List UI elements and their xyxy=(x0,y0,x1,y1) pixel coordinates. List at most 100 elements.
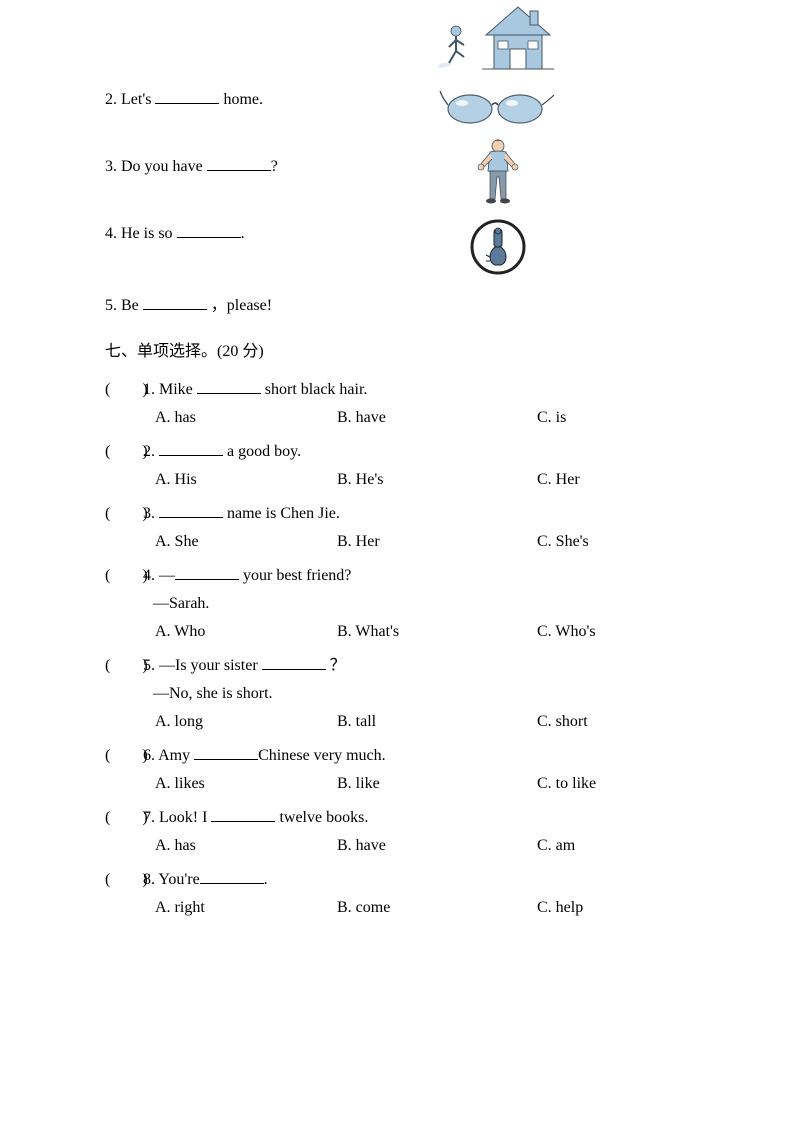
mc-options: A. likesB. likeC. to like xyxy=(105,775,688,793)
stem-prefix: Look! I xyxy=(159,809,211,826)
blank[interactable] xyxy=(194,746,258,760)
option-b[interactable]: B. What's xyxy=(337,623,537,641)
mc-question-1: ( )1. Mike short black hair. xyxy=(105,375,688,399)
option-a[interactable]: A. has xyxy=(155,409,337,427)
answer-paren[interactable]: ( ) xyxy=(105,561,143,585)
question-number: 6. xyxy=(143,747,158,764)
question-number: 7. xyxy=(143,809,159,826)
fill-question-5: 5. Be ，please! xyxy=(105,291,688,315)
answer-paren[interactable]: ( ) xyxy=(105,741,143,765)
stem-suffix: Chinese very much. xyxy=(258,747,386,764)
mc-question-2: ( )2. a good boy. xyxy=(105,437,688,461)
blank[interactable] xyxy=(262,656,326,670)
blank[interactable] xyxy=(159,504,223,518)
dialogue-response: —Sarah. xyxy=(105,595,688,613)
option-b[interactable]: B. Her xyxy=(337,533,537,551)
mc-options: A. WhoB. What'sC. Who's xyxy=(105,623,688,641)
mc-item-6: ( )6. Amy Chinese very much. A. likesB. l… xyxy=(105,741,688,793)
q5-suffix: ，please! xyxy=(207,297,272,314)
mc-question-8: ( )8. You're. xyxy=(105,865,688,889)
option-a[interactable]: A. has xyxy=(155,837,337,855)
blank[interactable] xyxy=(175,566,239,580)
stem-suffix: twelve books. xyxy=(275,809,368,826)
answer-paren[interactable]: ( ) xyxy=(105,651,143,675)
stem-suffix: name is Chen Jie. xyxy=(223,505,340,522)
q4-suffix: . xyxy=(241,225,245,242)
option-c[interactable]: C. am xyxy=(537,837,575,855)
option-c[interactable]: C. is xyxy=(537,409,566,427)
q3-suffix: ? xyxy=(271,158,278,175)
mc-question-6: ( )6. Amy Chinese very much. xyxy=(105,741,688,765)
answer-paren[interactable]: ( ) xyxy=(105,499,143,523)
mc-options: A. SheB. HerC. She's xyxy=(105,533,688,551)
mc-options: A. rightB. comeC. help xyxy=(105,899,688,917)
option-c[interactable]: C. short xyxy=(537,713,588,731)
mc-question-7: ( )7. Look! I twelve books. xyxy=(105,803,688,827)
option-c[interactable]: C. Her xyxy=(537,471,580,489)
blank[interactable] xyxy=(200,870,264,884)
stem-suffix: short black hair. xyxy=(261,381,368,398)
mc-options: A. hasB. haveC. is xyxy=(105,409,688,427)
mc-item-2: ( )2. a good boy. A. HisB. He'sC. Her xyxy=(105,437,688,489)
mc-item-8: ( )8. You're. A. rightB. comeC. help xyxy=(105,865,688,917)
option-b[interactable]: B. like xyxy=(337,775,537,793)
answer-paren[interactable]: ( ) xyxy=(105,437,143,461)
option-b[interactable]: B. tall xyxy=(337,713,537,731)
blank[interactable] xyxy=(177,224,241,238)
option-c[interactable]: C. Who's xyxy=(537,623,596,641)
option-a[interactable]: A. long xyxy=(155,713,337,731)
dialogue-response: —No, she is short. xyxy=(105,685,688,703)
answer-paren[interactable]: ( ) xyxy=(105,375,143,399)
option-a[interactable]: A. Who xyxy=(155,623,337,641)
option-c[interactable]: C. help xyxy=(537,899,583,917)
option-b[interactable]: B. He's xyxy=(337,471,537,489)
blank[interactable] xyxy=(207,157,271,171)
image-runner-house xyxy=(438,5,558,75)
option-a[interactable]: A. She xyxy=(155,533,337,551)
mc-options: A. hasB. haveC. am xyxy=(105,837,688,855)
blank[interactable] xyxy=(211,808,275,822)
option-a[interactable]: A. likes xyxy=(155,775,337,793)
option-c[interactable]: C. She's xyxy=(537,533,589,551)
stem-suffix: your best friend? xyxy=(239,567,351,584)
question-number: 1. xyxy=(143,381,159,398)
stem-prefix: —Is your sister xyxy=(159,657,262,674)
option-a[interactable]: A. His xyxy=(155,471,337,489)
option-c[interactable]: C. to like xyxy=(537,775,596,793)
q3-prefix: 3. Do you have xyxy=(105,158,207,175)
q5-prefix: 5. Be xyxy=(105,297,143,314)
mc-item-7: ( )7. Look! I twelve books. A. hasB. have… xyxy=(105,803,688,855)
fill-question-3: 3. Do you have ? xyxy=(105,157,688,176)
fill-question-2: 2. Let's home. xyxy=(105,90,688,109)
stem-prefix: — xyxy=(159,567,175,584)
stem-prefix: You're xyxy=(158,871,199,888)
stem-suffix: a good boy. xyxy=(223,443,301,460)
blank[interactable] xyxy=(155,90,219,104)
mc-item-3: ( )3. name is Chen Jie. A. SheB. HerC. Sh… xyxy=(105,499,688,551)
blank[interactable] xyxy=(143,296,207,310)
mc-options: A. longB. tallC. short xyxy=(105,713,688,731)
question-number: 8. xyxy=(143,871,158,888)
answer-paren[interactable]: ( ) xyxy=(105,803,143,827)
stem-suffix: ？ xyxy=(326,657,346,674)
section-title: 七、单项选择。(20 分) xyxy=(105,337,688,361)
option-b[interactable]: B. come xyxy=(337,899,537,917)
mc-question-4: ( )4. — your best friend? xyxy=(105,561,688,585)
option-b[interactable]: B. have xyxy=(337,409,537,427)
stem-prefix: Mike xyxy=(159,381,197,398)
question-number: 4. xyxy=(143,567,159,584)
mc-question-3: ( )3. name is Chen Jie. xyxy=(105,499,688,523)
answer-paren[interactable]: ( ) xyxy=(105,865,143,889)
q2-suffix: home. xyxy=(219,91,263,108)
blank[interactable] xyxy=(159,442,223,456)
option-a[interactable]: A. right xyxy=(155,899,337,917)
mc-item-5: ( )5. —Is your sister ？ —No, she is short… xyxy=(105,651,688,731)
q4-prefix: 4. He is so xyxy=(105,225,177,242)
blank[interactable] xyxy=(197,380,261,394)
question-number: 5. xyxy=(143,657,159,674)
mc-item-1: ( )1. Mike short black hair. A. hasB. hav… xyxy=(105,375,688,427)
mc-item-4: ( )4. — your best friend? —Sarah. A. WhoB.… xyxy=(105,561,688,641)
stem-prefix: Amy xyxy=(158,747,194,764)
multiple-choice-section: ( )1. Mike short black hair.A. hasB. hav… xyxy=(105,375,688,917)
option-b[interactable]: B. have xyxy=(337,837,537,855)
